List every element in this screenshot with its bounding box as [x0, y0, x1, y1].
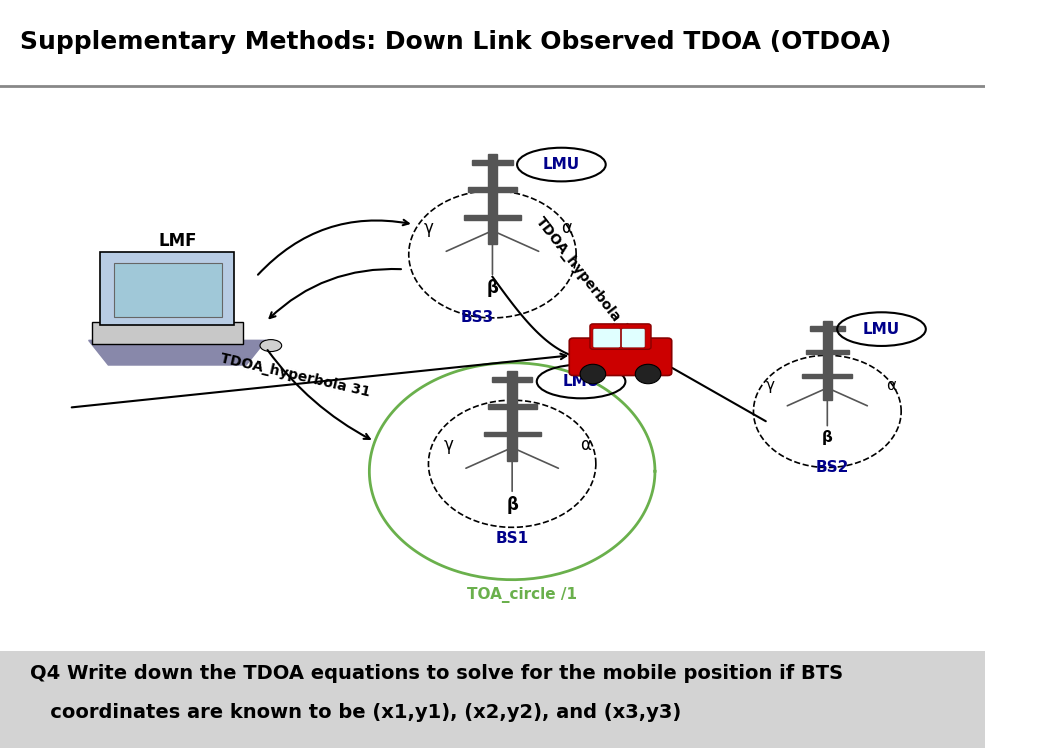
Text: LMU: LMU: [562, 374, 599, 389]
Bar: [473, 160, 513, 165]
Ellipse shape: [260, 340, 282, 352]
Text: BS3: BS3: [461, 310, 495, 325]
Bar: [492, 377, 533, 382]
Text: β: β: [486, 279, 498, 297]
Text: LMU: LMU: [863, 322, 900, 337]
Text: Q4 Write down the TDOA equations to solve for the mobile position if BTS: Q4 Write down the TDOA equations to solv…: [30, 663, 843, 683]
Text: TOA_circle /1: TOA_circle /1: [467, 586, 577, 603]
Text: LMU: LMU: [543, 157, 580, 172]
Text: α: α: [580, 436, 592, 454]
Circle shape: [580, 364, 606, 384]
Text: Supplementary Methods: Down Link Observed TDOA (OTDOA): Supplementary Methods: Down Link Observe…: [20, 30, 891, 54]
Text: BS1: BS1: [496, 531, 529, 546]
FancyBboxPatch shape: [92, 322, 244, 344]
Text: γ: γ: [766, 378, 774, 393]
Bar: [487, 154, 497, 244]
Text: LMF: LMF: [158, 232, 196, 250]
Bar: [507, 370, 517, 461]
FancyBboxPatch shape: [570, 338, 672, 375]
FancyBboxPatch shape: [114, 263, 222, 317]
Bar: [823, 321, 831, 399]
Bar: [483, 432, 540, 437]
Bar: [809, 326, 845, 331]
FancyBboxPatch shape: [0, 651, 985, 748]
Text: BS2: BS2: [816, 460, 849, 475]
Polygon shape: [89, 340, 266, 365]
Text: γ: γ: [443, 436, 453, 454]
Text: α: α: [561, 219, 572, 237]
Text: TDOA_hyperbola 31: TDOA_hyperbola 31: [219, 352, 371, 399]
Text: β: β: [822, 430, 832, 445]
Circle shape: [635, 364, 660, 384]
Text: coordinates are known to be (x1,y1), (x2,y2), and (x3,y3): coordinates are known to be (x1,y1), (x2…: [30, 702, 680, 722]
Bar: [487, 405, 537, 409]
Text: β: β: [506, 496, 518, 514]
Bar: [464, 215, 521, 219]
Bar: [468, 188, 517, 192]
FancyBboxPatch shape: [100, 252, 234, 325]
Text: α: α: [886, 378, 897, 393]
FancyBboxPatch shape: [593, 328, 620, 348]
Bar: [806, 350, 848, 355]
FancyBboxPatch shape: [621, 328, 645, 348]
Text: γ: γ: [423, 219, 434, 237]
Text: TDOA_hyperbola_21: TDOA_hyperbola_21: [533, 215, 639, 346]
FancyBboxPatch shape: [590, 324, 651, 349]
Bar: [803, 374, 852, 378]
